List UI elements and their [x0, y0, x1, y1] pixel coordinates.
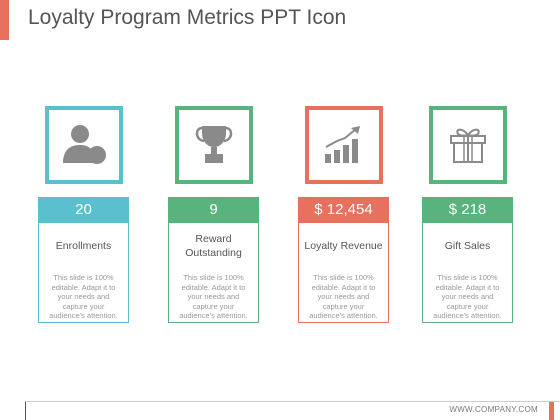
metric-label: Enrollments: [55, 240, 112, 252]
growth-chart-icon: [325, 126, 360, 163]
metric-label: Reward Outstanding: [185, 233, 242, 259]
icon-frame: [305, 106, 383, 184]
metric-value: $ 218: [422, 197, 513, 223]
footer-url: WWW.COMPANY.COM: [449, 405, 538, 414]
metric-description: This slide is 100% editable. Adapt it to…: [179, 273, 248, 320]
metric-panel: Gift Sales This slide is 100% editable. …: [422, 223, 513, 323]
icon-frame: [175, 106, 253, 184]
metric-panel: Enrollments This slide is 100% editable.…: [38, 223, 129, 323]
footer-accent-bar: [549, 402, 554, 420]
metric-label: Gift Sales: [444, 240, 491, 252]
metric-value: 20: [38, 197, 129, 223]
footer-divider: [25, 401, 560, 402]
metric-label: Loyalty Revenue: [304, 240, 383, 252]
gift-icon: [450, 128, 486, 163]
user-icon: [63, 125, 106, 164]
title-accent-bar: [0, 0, 9, 40]
icon-frame: [429, 106, 507, 184]
slide-title: Loyalty Program Metrics PPT Icon: [28, 6, 347, 29]
metric-panel: Loyalty Revenue This slide is 100% edita…: [298, 223, 389, 323]
metric-description: This slide is 100% editable. Adapt it to…: [49, 273, 118, 320]
metric-value: 9: [168, 197, 259, 223]
metric-value: $ 12,454: [298, 197, 389, 223]
metric-description: This slide is 100% editable. Adapt it to…: [433, 273, 502, 320]
footer-left-tick: [25, 401, 26, 420]
metric-description: This slide is 100% editable. Adapt it to…: [309, 273, 378, 320]
icon-frame: [45, 106, 123, 184]
trophy-icon: [195, 126, 233, 163]
metric-panel: Reward Outstanding This slide is 100% ed…: [168, 223, 259, 323]
